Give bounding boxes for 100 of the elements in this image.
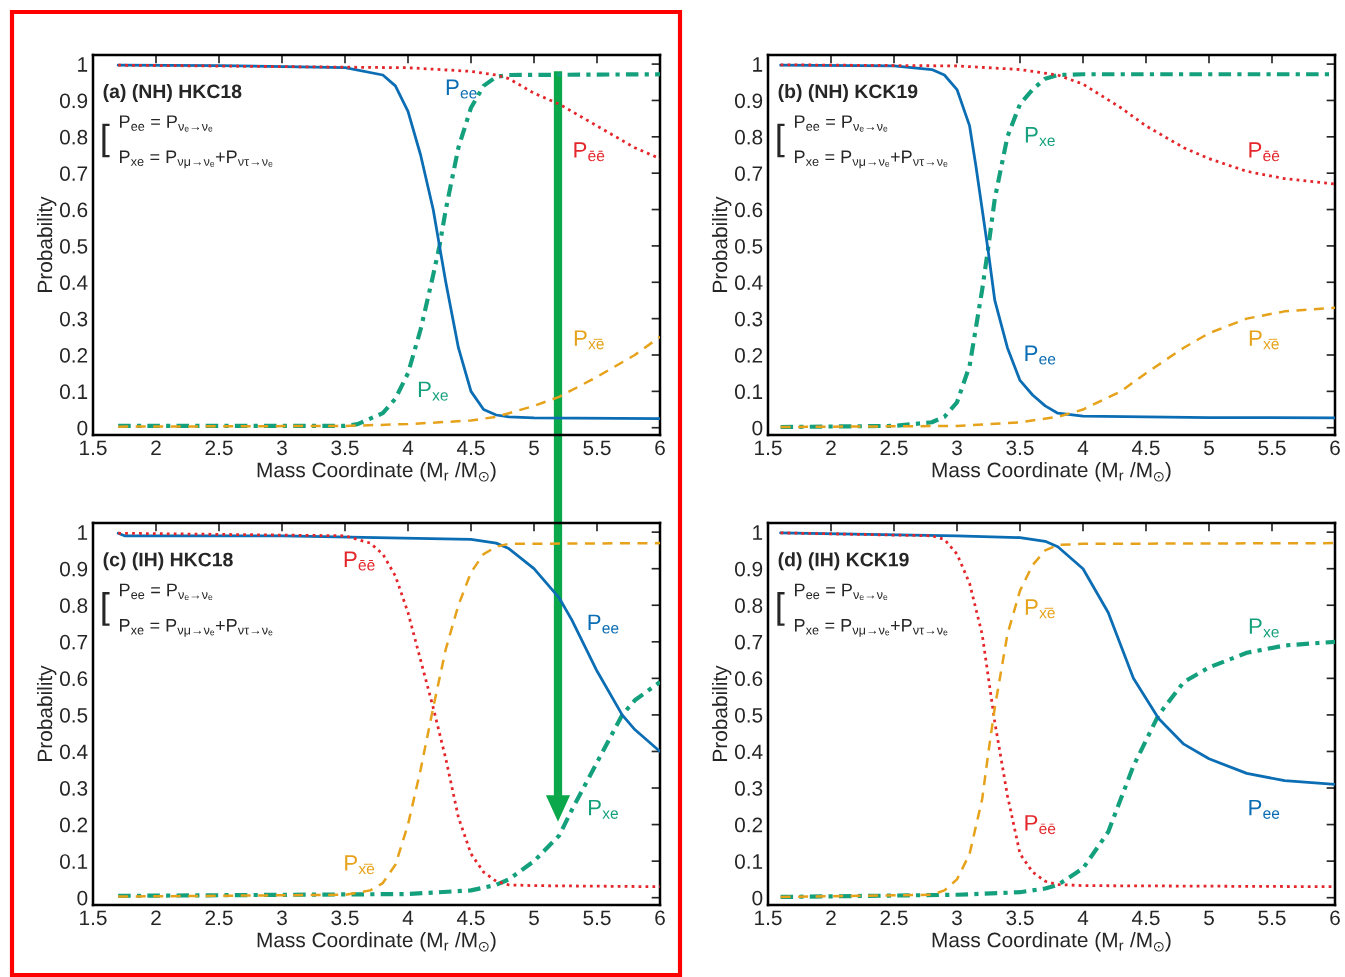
y-tick-label: 0.9 — [734, 561, 763, 577]
x-tick-label: 3 — [952, 440, 962, 456]
y-tick-label: 0.1 — [59, 854, 88, 869]
x-tick-label: 5.5 — [1258, 910, 1286, 926]
x-tick-label: 3 — [277, 910, 287, 926]
annotation: (d) (IH) KCK19 — [778, 552, 909, 571]
x-tick-label: 6 — [655, 910, 665, 926]
y-tick-label: 0.2 — [59, 817, 88, 833]
x-tick-label: 5.5 — [1258, 440, 1286, 456]
y-tick-label: 0.1 — [59, 384, 88, 400]
y-tick-label: 0.5 — [734, 707, 763, 723]
y-tick-label: 0.6 — [734, 202, 763, 218]
y-axis-title: Probability — [36, 196, 57, 292]
y-axis-title: Probability — [711, 196, 732, 292]
x-tick-label: 4.5 — [457, 910, 485, 926]
series-label: P$_{xe}$ — [418, 381, 448, 401]
annotation: P$_{xe}$ = P$_{νμ→νₑ}$+P$_{ντ→νₑ}$ — [795, 150, 948, 169]
y-tick-label: 1 — [753, 57, 763, 72]
x-tick-label: 3 — [277, 440, 287, 456]
y-tick-label: 0.8 — [59, 129, 88, 145]
x-tick-label: 2 — [151, 440, 161, 455]
annotation: P$_{xe}$ = P$_{νμ→νₑ}$+P$_{ντ→νₑ}$ — [120, 619, 273, 637]
y-tick-label: 0.7 — [59, 166, 88, 181]
line-series — [778, 639, 1335, 900]
series-label: P$_{ee}$ — [446, 79, 477, 99]
annotation: P$_{xe}$ = P$_{νμ→νₑ}$+P$_{ντ→νₑ}$ — [795, 619, 948, 637]
y-tick-label: 0.1 — [734, 384, 763, 400]
annotation: [ — [102, 592, 110, 626]
y-axis-title: Probability — [36, 665, 57, 761]
y-tick-label: 0.9 — [59, 93, 88, 109]
y-tick-label: 0.5 — [59, 707, 88, 723]
series-label: P$_{ēē}$ — [344, 551, 375, 571]
y-tick-label: 0 — [77, 420, 88, 436]
y-tick-label: 0.3 — [59, 311, 88, 327]
x-tick-label: 5.5 — [583, 440, 611, 456]
line-series — [779, 531, 1335, 786]
annotation: P$_{xe}$ = P$_{νμ→νₑ}$+P$_{ντ→νₑ}$ — [120, 150, 273, 169]
x-tick-label: 6 — [1330, 440, 1340, 456]
x-tick-label: 1.5 — [755, 440, 782, 456]
series-label: P$_{x̄ē}$ — [574, 330, 604, 350]
series-label: P$_{xe}$ — [589, 799, 618, 819]
annotation: [ — [777, 592, 785, 626]
x-tick-label: 4.5 — [1132, 440, 1160, 456]
x-tick-label: 5.5 — [583, 910, 611, 926]
x-tick-label: 4 — [1077, 440, 1089, 455]
x-tick-label: 4.5 — [457, 440, 485, 456]
line-series — [116, 679, 660, 898]
annotation: P$_{ee}$ = P$_{νₑ→νₑ}$ — [795, 583, 888, 601]
x-tick-label: 5 — [529, 440, 539, 456]
x-tick-label: 4.5 — [1132, 910, 1160, 926]
x-axis-title: Mass Coordinate (M$_{r}$ /M$_{⊙}$) — [932, 932, 1171, 952]
x-tick-label: 4 — [402, 910, 414, 925]
series-label: P$_{ee}$ — [1249, 799, 1280, 819]
series-label: P$_{xe}$ — [1025, 127, 1055, 147]
y-tick-label: 0.5 — [59, 238, 88, 254]
x-tick-label: 6 — [655, 440, 665, 456]
x-axis-title: Mass Coordinate (M$_{r}$ /M$_{⊙}$) — [932, 462, 1171, 482]
series-label: P$_{ēē}$ — [1025, 815, 1056, 835]
x-tick-label: 3.5 — [331, 440, 359, 456]
series-label: P$_{ēē}$ — [1249, 142, 1280, 162]
y-tick-label: 0.4 — [59, 275, 88, 291]
y-tick-label: 1 — [78, 57, 88, 72]
y-tick-label: 0 — [752, 890, 763, 906]
annotation: (c) (IH) HKC18 — [103, 552, 233, 571]
x-tick-label: 5 — [1204, 440, 1214, 456]
annotation: P$_{ee}$ = P$_{νₑ→νₑ}$ — [120, 115, 213, 132]
y-tick-label: 0 — [752, 420, 763, 436]
y-tick-label: 0.7 — [734, 166, 763, 181]
series-label: P$_{ee}$ — [588, 614, 619, 634]
y-tick-label: 0.9 — [734, 93, 763, 109]
series-label: P$_{ee}$ — [1025, 345, 1056, 365]
x-tick-label: 2 — [826, 440, 836, 455]
annotation: [ — [102, 123, 110, 158]
x-tick-label: 5 — [529, 910, 539, 926]
y-tick-label: 0.8 — [734, 598, 763, 613]
x-tick-label: 5 — [1204, 910, 1214, 926]
annotation: (a) (NH) HKC18 — [103, 83, 242, 103]
y-tick-label: 0.3 — [734, 781, 763, 796]
y-tick-label: 0.3 — [59, 781, 88, 796]
x-tick-label: 2 — [826, 910, 836, 925]
y-tick-label: 1 — [78, 525, 88, 540]
y-tick-label: 0.2 — [734, 348, 763, 363]
y-tick-label: 0.2 — [59, 348, 88, 363]
y-tick-label: 0.8 — [734, 129, 763, 145]
y-tick-label: 0.4 — [734, 744, 763, 760]
x-tick-label: 2.5 — [880, 440, 908, 456]
annotation: P$_{ee}$ = P$_{νₑ→νₑ}$ — [120, 583, 213, 601]
x-tick-label: 2.5 — [205, 910, 233, 926]
x-tick-label: 3 — [952, 910, 962, 926]
x-tick-label: 4 — [1077, 910, 1089, 925]
y-tick-label: 0.6 — [734, 671, 763, 687]
x-axis-title: Mass Coordinate (M$_{r}$ /M$_{⊙}$) — [257, 932, 496, 952]
y-tick-label: 1 — [753, 525, 763, 540]
x-tick-label: 3.5 — [331, 910, 359, 926]
series-label: P$_{x̄ē}$ — [1249, 330, 1279, 350]
y-tick-label: 0.9 — [59, 561, 88, 577]
x-axis-title: Mass Coordinate (M$_{r}$ /M$_{⊙}$) — [257, 462, 496, 482]
x-tick-label: 4 — [402, 440, 414, 455]
y-tick-label: 0 — [77, 890, 88, 906]
series-label: P$_{xe}$ — [1249, 618, 1279, 638]
